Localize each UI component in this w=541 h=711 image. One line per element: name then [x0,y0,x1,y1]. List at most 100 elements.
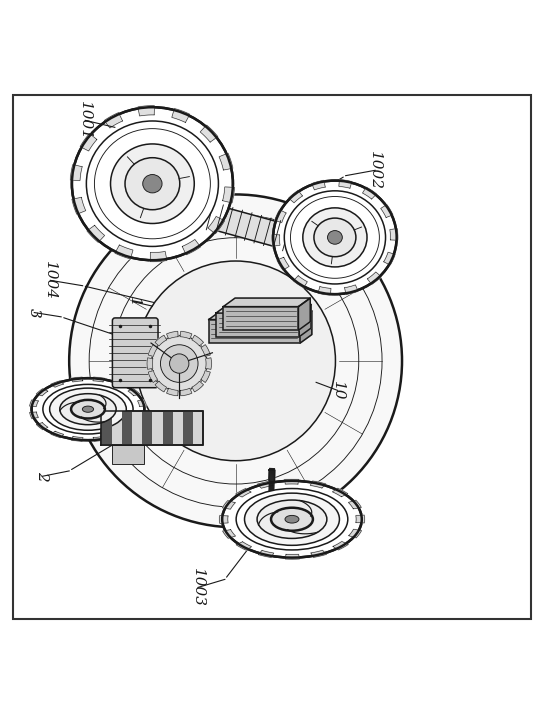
Polygon shape [87,225,104,242]
Ellipse shape [314,218,356,257]
Ellipse shape [325,516,336,523]
Polygon shape [356,515,365,523]
Polygon shape [333,542,348,550]
Polygon shape [236,488,251,497]
Polygon shape [367,272,381,284]
Polygon shape [181,331,192,339]
Polygon shape [285,555,300,559]
Circle shape [169,354,189,373]
Polygon shape [150,252,167,262]
Ellipse shape [87,121,219,247]
Ellipse shape [143,174,162,193]
FancyBboxPatch shape [112,445,144,464]
Polygon shape [181,388,192,396]
FancyBboxPatch shape [223,306,299,331]
Polygon shape [277,257,289,270]
Polygon shape [71,377,83,382]
Polygon shape [80,134,97,151]
Polygon shape [220,515,228,523]
Polygon shape [128,389,140,396]
Polygon shape [167,388,178,396]
FancyBboxPatch shape [183,410,193,445]
Polygon shape [115,245,133,259]
Polygon shape [311,481,326,488]
Text: 1001: 1001 [78,101,93,140]
Polygon shape [206,358,212,369]
Polygon shape [182,240,201,255]
Polygon shape [348,501,361,509]
Ellipse shape [31,378,144,440]
Ellipse shape [291,196,379,278]
Polygon shape [222,501,235,509]
FancyBboxPatch shape [101,410,203,445]
Polygon shape [275,210,286,223]
Polygon shape [192,381,203,392]
Text: 2: 2 [35,471,49,481]
Ellipse shape [285,515,299,523]
Polygon shape [138,106,154,116]
Polygon shape [30,400,38,407]
Polygon shape [148,345,157,356]
Polygon shape [192,335,203,346]
Ellipse shape [72,107,233,260]
Polygon shape [272,235,280,246]
Polygon shape [72,198,85,214]
Polygon shape [285,479,299,484]
Ellipse shape [236,488,348,550]
Polygon shape [104,112,123,128]
FancyBboxPatch shape [142,410,153,445]
Polygon shape [381,205,393,218]
Ellipse shape [245,493,339,545]
Ellipse shape [71,400,105,419]
Polygon shape [30,412,38,419]
Text: 1002: 1002 [368,151,382,190]
Polygon shape [93,437,105,442]
Polygon shape [209,311,312,319]
Circle shape [136,261,335,461]
Text: 1: 1 [127,297,141,306]
Polygon shape [258,550,274,557]
Polygon shape [148,370,157,383]
Ellipse shape [110,144,194,223]
Polygon shape [137,400,146,406]
Polygon shape [70,164,82,181]
Polygon shape [93,377,105,382]
Polygon shape [311,550,327,557]
Polygon shape [299,304,311,337]
Polygon shape [223,187,234,203]
Text: 1004: 1004 [43,261,57,300]
Polygon shape [300,311,312,343]
Ellipse shape [222,481,362,557]
Polygon shape [167,331,178,339]
Polygon shape [223,298,310,306]
Polygon shape [201,345,210,356]
Polygon shape [258,481,273,488]
FancyBboxPatch shape [209,319,300,343]
Polygon shape [71,437,83,442]
Polygon shape [36,389,48,396]
Polygon shape [362,187,377,199]
Ellipse shape [43,385,133,434]
Polygon shape [155,381,167,392]
Polygon shape [299,298,310,331]
Polygon shape [332,488,348,497]
Polygon shape [51,381,63,387]
Polygon shape [128,422,140,429]
FancyBboxPatch shape [113,318,158,387]
Ellipse shape [327,230,342,244]
Polygon shape [200,125,218,142]
Polygon shape [137,412,146,419]
Text: 1003: 1003 [191,568,205,607]
Polygon shape [216,304,311,313]
Polygon shape [208,216,225,234]
Polygon shape [384,252,395,265]
Polygon shape [293,276,307,288]
Ellipse shape [50,388,126,430]
Polygon shape [288,191,302,203]
FancyBboxPatch shape [122,410,132,445]
FancyBboxPatch shape [216,313,299,337]
Ellipse shape [285,191,386,284]
Ellipse shape [257,500,327,538]
Ellipse shape [125,158,180,210]
Circle shape [69,194,402,528]
